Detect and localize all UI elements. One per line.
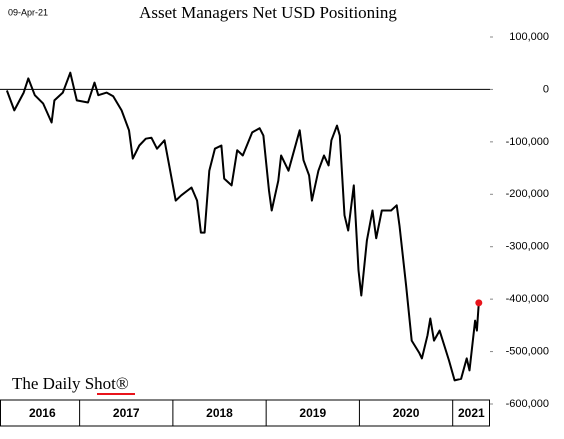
last-point	[475, 299, 483, 307]
x-tick-label: 2017	[113, 406, 140, 420]
year-band-frame	[0, 399, 490, 427]
y-tick-label: -300,000	[506, 241, 549, 253]
y-tick-label: 0	[543, 83, 549, 95]
line	[5, 71, 480, 382]
x-tick-label: 2018	[206, 406, 233, 420]
watermark: The Daily Shot®	[12, 374, 129, 393]
y-tick-label: -200,000	[506, 188, 549, 200]
x-tick-label: 2021	[458, 406, 485, 420]
date-label: 09-Apr-21	[8, 7, 48, 17]
y-tick-label: -600,000	[506, 398, 549, 410]
x-tick-label: 2016	[29, 406, 56, 420]
x-tick-label: 2019	[299, 406, 326, 420]
y-tick-label: 100,000	[509, 31, 549, 43]
x-tick-label: 2020	[393, 406, 420, 420]
y-tick-label: -400,000	[506, 293, 549, 305]
y-tick-label: -500,000	[506, 345, 549, 357]
y-tick-label: -100,000	[506, 136, 549, 148]
chart-title: Asset Managers Net USD Positioning	[139, 3, 397, 22]
